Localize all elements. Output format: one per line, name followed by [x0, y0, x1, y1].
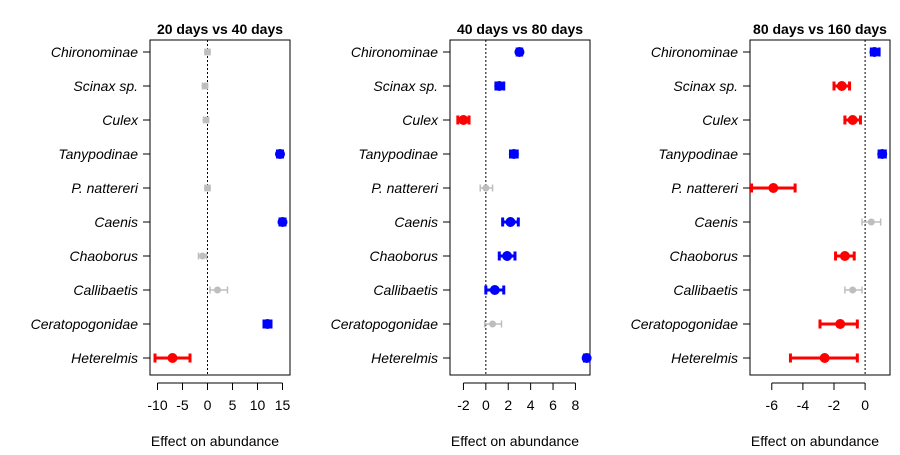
taxon-label: Chaoborus: [370, 248, 439, 264]
taxon-label: Chironominae: [51, 44, 138, 60]
taxon-label: Callibaetis: [673, 282, 738, 298]
taxon-label: Chaoborus: [670, 248, 739, 264]
taxon-label: Culex: [402, 112, 439, 128]
taxon-label: P. nattereri: [371, 180, 439, 196]
estimate-point: [502, 251, 513, 261]
taxon-label: Tanypodinae: [58, 146, 138, 162]
x-tick-label: 0: [482, 397, 490, 413]
taxon-label: Caenis: [394, 214, 438, 230]
x-tick-label: -4: [797, 397, 810, 413]
taxon-label: P. nattereri: [671, 180, 739, 196]
plot-frame: [449, 39, 591, 376]
x-tick-label: 5: [229, 397, 237, 413]
estimate-point: [869, 47, 880, 57]
panel-title: 80 days vs 160 days: [753, 21, 887, 37]
estimate-point: [167, 353, 178, 363]
x-axis-title: Effect on abundance: [451, 433, 579, 449]
estimate-point: [489, 320, 497, 328]
taxon-label: Tanypodinae: [358, 146, 438, 162]
taxon-label: Scinax sp.: [373, 78, 438, 94]
taxon-label: Caenis: [694, 214, 738, 230]
taxon-label: Callibaetis: [373, 282, 438, 298]
plot-frame: [149, 39, 291, 376]
estimate-point: [489, 285, 500, 295]
taxon-label: Culex: [702, 112, 739, 128]
x-axis-title: Effect on abundance: [751, 433, 879, 449]
estimate-point: [849, 286, 857, 294]
taxon-label: Chironominae: [351, 44, 438, 60]
taxon-label: Caenis: [94, 214, 138, 230]
taxon-label: Tanypodinae: [658, 146, 738, 162]
estimate-point: [508, 149, 519, 159]
x-tick-label: 0: [861, 397, 869, 413]
taxon-label: P. nattereri: [71, 180, 139, 196]
taxon-label: Heterelmis: [671, 350, 738, 366]
x-tick-label: -6: [766, 397, 779, 413]
x-tick-label: 10: [250, 397, 266, 413]
taxon-label: Heterelmis: [371, 350, 438, 366]
x-tick-label: 6: [549, 397, 557, 413]
estimate-point: [505, 217, 516, 227]
x-tick-label: -2: [828, 397, 841, 413]
estimate-point: [277, 217, 288, 227]
x-tick-label: 8: [572, 397, 580, 413]
x-tick-label: -10: [147, 397, 167, 413]
estimate-point: [199, 252, 206, 260]
taxon-label: Scinax sp.: [673, 78, 738, 94]
estimate-point: [204, 48, 211, 56]
estimate-point: [458, 115, 469, 125]
taxon-label: Scinax sp.: [73, 78, 138, 94]
estimate-point: [494, 81, 505, 91]
estimate-point: [201, 82, 209, 90]
estimate-point: [768, 183, 779, 193]
plot-frame: [749, 39, 891, 376]
panel-title: 20 days vs 40 days: [157, 21, 283, 37]
estimate-point: [819, 353, 830, 363]
estimate-point: [514, 47, 525, 57]
estimate-point: [214, 286, 221, 294]
estimate-point: [202, 116, 210, 124]
estimate-point: [204, 184, 211, 192]
taxon-label: Callibaetis: [73, 282, 138, 298]
estimate-point: [275, 149, 285, 159]
taxon-label: Ceratopogonidae: [31, 316, 139, 332]
estimate-point: [867, 218, 875, 226]
estimate-point: [877, 149, 888, 159]
taxon-label: Heterelmis: [71, 350, 138, 366]
estimate-point: [835, 319, 846, 329]
taxon-label: Chironominae: [651, 44, 738, 60]
estimate-point: [482, 184, 490, 192]
panel-title: 40 days vs 80 days: [457, 21, 583, 37]
estimate-point: [839, 251, 850, 261]
x-tick-label: -5: [176, 397, 189, 413]
x-tick-label: -2: [457, 397, 470, 413]
taxon-label: Culex: [102, 112, 139, 128]
estimate-point: [262, 319, 273, 329]
taxon-label: Ceratopogonidae: [331, 316, 439, 332]
panel-3: 80 days vs 160 days -6 -4 -2 0 Effect on abun…: [631, 21, 891, 449]
x-tick-label: 15: [275, 397, 291, 413]
estimate-point: [847, 115, 858, 125]
x-axis-title: Effect on abundance: [151, 433, 279, 449]
taxon-label: Ceratopogonidae: [631, 316, 739, 332]
estimate-point: [836, 81, 847, 91]
panel-1: 20 days vs 40 days -10 -5 0 5 10 15 Effect on a…: [31, 21, 291, 449]
panel-2: 40 days vs 80 days -2 0 2 4 6 8 Effect on abund…: [331, 21, 592, 449]
x-tick-label: 4: [527, 397, 535, 413]
estimate-point: [581, 353, 592, 363]
taxon-label: Chaoborus: [70, 248, 139, 264]
x-tick-label: 0: [204, 397, 212, 413]
x-tick-label: 2: [504, 397, 512, 413]
